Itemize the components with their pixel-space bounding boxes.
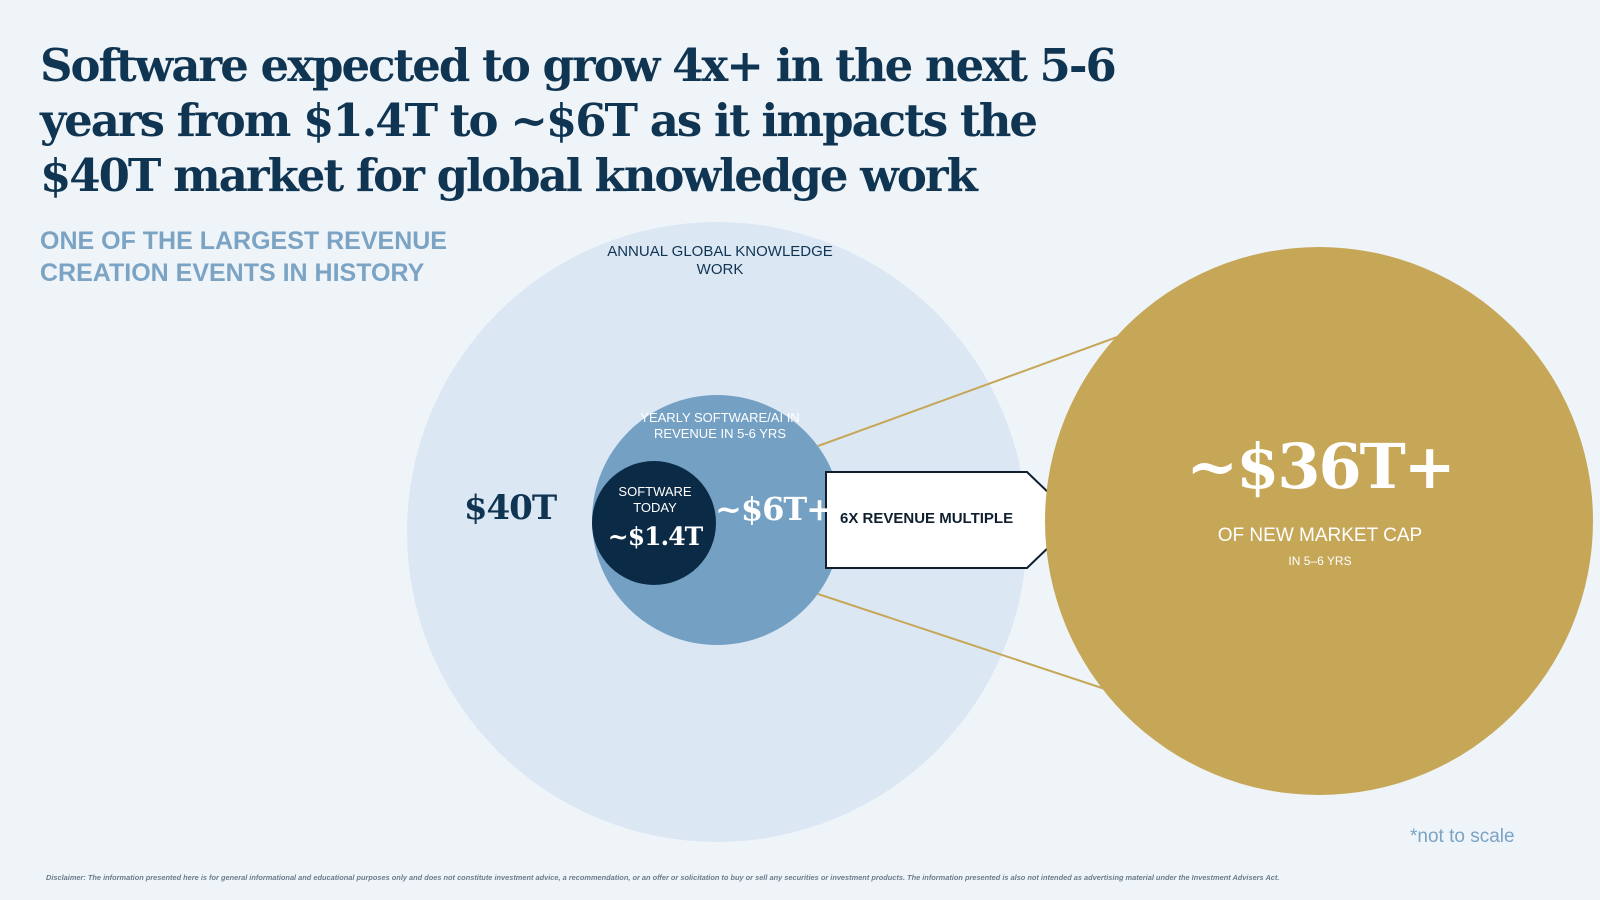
middle-circle-value: ~$6T+ — [715, 490, 833, 528]
gold-circle-sublabel: IN 5–6 YRS — [1288, 554, 1352, 568]
inner-circle-software-today — [592, 461, 716, 585]
connector-line-bottom — [817, 593, 1106, 690]
gold-circle-label: OF NEW MARKET CAP — [1217, 525, 1423, 546]
gold-circle-market-cap — [1045, 247, 1593, 795]
outer-circle-label: ANNUAL GLOBAL KNOWLEDGE WORK — [607, 243, 833, 278]
scale-footnote: *not to scale — [1410, 826, 1515, 847]
inner-circle-label: SOFTWARE TODAY — [618, 484, 692, 515]
middle-circle-label: YEARLY SOFTWARE/AI IN REVENUE IN 5-6 YRS — [640, 410, 800, 441]
outer-circle-value: $40T — [463, 488, 557, 528]
arrow-label: 6X REVENUE MULTIPLE — [840, 510, 1014, 527]
page-subtitle: ONE OF THE LARGEST REVENUE CREATION EVEN… — [40, 227, 447, 287]
page-title: Software expected to grow 4x+ in the nex… — [40, 39, 1117, 202]
disclaimer-text: Disclaimer: The information presented he… — [46, 873, 1280, 882]
gold-circle-value: ~$36T+ — [1186, 430, 1455, 503]
connector-line-top — [817, 335, 1121, 447]
inner-circle-value: ~$1.4T — [607, 522, 703, 551]
